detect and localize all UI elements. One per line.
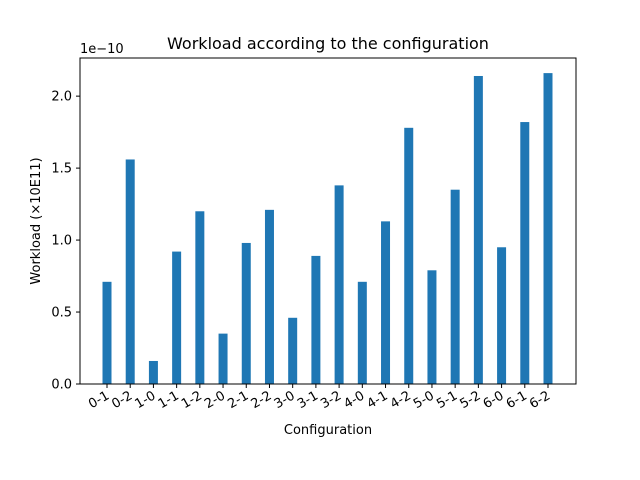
bar-1-1 bbox=[172, 251, 182, 384]
y-offset-label: 1e−10 bbox=[80, 42, 124, 57]
bar-6-0 bbox=[497, 247, 507, 384]
bar-6-1 bbox=[520, 122, 530, 385]
y-tick-label: 0.0 bbox=[51, 378, 72, 393]
plot-frame bbox=[79, 57, 577, 385]
chart-title: Workload according to the configuration bbox=[167, 34, 489, 53]
bar-2-2 bbox=[264, 209, 274, 384]
bar-3-1 bbox=[311, 255, 321, 384]
bar-1-2 bbox=[195, 211, 205, 384]
bar-4-1 bbox=[381, 221, 391, 384]
y-tick-label: 1.0 bbox=[51, 234, 72, 249]
bar-4-0 bbox=[357, 281, 367, 384]
bar-5-2 bbox=[473, 75, 483, 385]
bar-3-2 bbox=[334, 185, 344, 384]
y-tick-label: 0.5 bbox=[51, 306, 72, 321]
bar-0-1 bbox=[102, 281, 112, 384]
y-tick-label: 2.0 bbox=[51, 90, 72, 105]
bar-0-2 bbox=[125, 159, 135, 384]
bar-2-0 bbox=[218, 333, 228, 384]
bar-5-1 bbox=[450, 189, 460, 384]
bar-6-2 bbox=[543, 73, 553, 385]
bar-2-1 bbox=[241, 242, 251, 384]
y-axis-label: Workload (×10E11) bbox=[29, 157, 44, 284]
bar-5-0 bbox=[427, 270, 437, 384]
x-axis-label: Configuration bbox=[284, 423, 372, 438]
bar-3-0 bbox=[288, 317, 298, 384]
bar-4-2 bbox=[404, 127, 414, 384]
bars-group bbox=[102, 73, 553, 385]
y-tick-label: 1.5 bbox=[51, 162, 72, 177]
bar-1-0 bbox=[148, 360, 158, 384]
y-axis-ticks: 0.0 0.5 1.0 1.5 2.0 bbox=[51, 90, 80, 393]
